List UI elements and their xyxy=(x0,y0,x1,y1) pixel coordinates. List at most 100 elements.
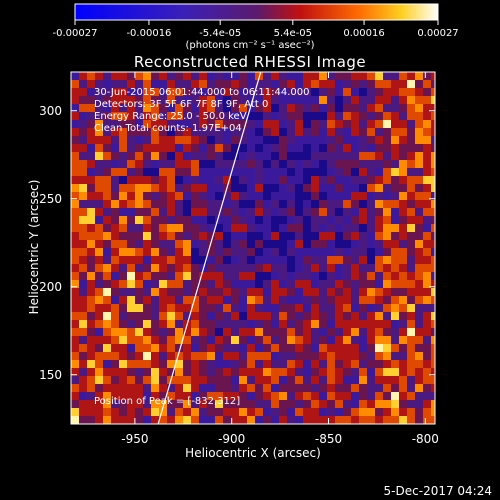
heatmap-cell xyxy=(407,128,415,136)
heatmap-cell xyxy=(143,272,151,280)
heatmap-cell xyxy=(263,104,271,112)
heatmap-cell xyxy=(95,160,103,168)
heatmap-cell xyxy=(295,144,303,152)
heatmap-cell xyxy=(231,384,239,392)
heatmap-cell xyxy=(239,336,247,344)
heatmap-cell xyxy=(159,152,167,160)
heatmap-cell xyxy=(327,232,335,240)
heatmap-cell xyxy=(111,376,119,384)
heatmap-cell xyxy=(79,80,87,88)
heatmap-cell xyxy=(311,112,319,120)
heatmap-cell xyxy=(159,288,167,296)
heatmap-cell xyxy=(351,176,359,184)
heatmap-cell xyxy=(79,248,87,256)
heatmap-cell xyxy=(319,72,327,80)
heatmap-cell xyxy=(343,320,351,328)
heatmap-cell xyxy=(207,80,215,88)
heatmap-cell xyxy=(343,384,351,392)
heatmap-cell xyxy=(327,168,335,176)
heatmap-cell xyxy=(311,320,319,328)
heatmap-cell xyxy=(343,352,351,360)
heatmap-cell xyxy=(119,216,127,224)
heatmap-cell xyxy=(175,224,183,232)
heatmap-cell xyxy=(327,208,335,216)
heatmap-cell xyxy=(407,112,415,120)
heatmap-cell xyxy=(159,168,167,176)
heatmap-cell xyxy=(199,184,207,192)
heatmap-cell xyxy=(159,280,167,288)
heatmap-cell xyxy=(303,120,311,128)
heatmap-cell xyxy=(167,104,175,112)
heatmap-cell xyxy=(87,408,95,416)
heatmap-cell xyxy=(375,384,383,392)
heatmap-cell xyxy=(151,312,159,320)
heatmap-cell xyxy=(327,288,335,296)
heatmap-cell xyxy=(327,112,335,120)
heatmap-cell xyxy=(175,256,183,264)
heatmap-cell xyxy=(407,224,415,232)
heatmap-cell xyxy=(271,280,279,288)
heatmap-cell xyxy=(319,248,327,256)
heatmap-cell xyxy=(351,344,359,352)
heatmap-cell xyxy=(391,152,399,160)
heatmap-cell xyxy=(191,120,199,128)
heatmap-cell xyxy=(263,184,271,192)
heatmap-cell xyxy=(199,96,207,104)
heatmap-cell xyxy=(175,264,183,272)
heatmap-cell xyxy=(87,128,95,136)
heatmap-cell xyxy=(263,216,271,224)
heatmap-cell xyxy=(231,280,239,288)
heatmap-cell xyxy=(279,272,287,280)
heatmap-cell xyxy=(87,168,95,176)
heatmap-cell xyxy=(415,296,423,304)
heatmap-cell xyxy=(231,312,239,320)
heatmap-cell xyxy=(263,208,271,216)
heatmap-cell xyxy=(375,240,383,248)
heatmap-cell xyxy=(359,296,367,304)
heatmap-cell xyxy=(263,160,271,168)
heatmap-cell xyxy=(87,392,95,400)
heatmap-cell xyxy=(143,384,151,392)
heatmap-cell xyxy=(223,392,231,400)
heatmap-cell xyxy=(247,240,255,248)
heatmap-cell xyxy=(407,296,415,304)
heatmap-cell xyxy=(215,80,223,88)
heatmap-cell xyxy=(375,160,383,168)
heatmap-cell xyxy=(295,200,303,208)
heatmap-cell xyxy=(111,216,119,224)
heatmap-cell xyxy=(375,104,383,112)
heatmap-cell xyxy=(375,112,383,120)
heatmap-cell xyxy=(399,240,407,248)
heatmap-cell xyxy=(407,104,415,112)
heatmap-cell xyxy=(167,184,175,192)
heatmap-cell xyxy=(143,208,151,216)
heatmap-cell xyxy=(199,216,207,224)
heatmap-cell xyxy=(143,312,151,320)
heatmap-cell xyxy=(415,256,423,264)
heatmap-cell xyxy=(111,272,119,280)
heatmap-cell xyxy=(271,120,279,128)
heatmap-cell xyxy=(407,152,415,160)
heatmap-cell xyxy=(231,232,239,240)
heatmap-cell xyxy=(167,160,175,168)
heatmap-cell xyxy=(143,120,151,128)
heatmap-cell xyxy=(191,336,199,344)
heatmap-cell xyxy=(391,232,399,240)
heatmap-cell xyxy=(71,416,79,424)
heatmap-cell xyxy=(407,192,415,200)
heatmap-cell xyxy=(143,296,151,304)
heatmap-cell xyxy=(327,416,335,424)
heatmap-cell xyxy=(119,136,127,144)
heatmap-cell xyxy=(95,376,103,384)
heatmap-cell xyxy=(431,208,435,216)
heatmap-cell xyxy=(263,344,271,352)
heatmap-cell xyxy=(327,72,335,80)
heatmap-cell xyxy=(271,216,279,224)
heatmap-cell xyxy=(103,392,111,400)
heatmap-cell xyxy=(367,256,375,264)
heatmap-cell xyxy=(399,392,407,400)
heatmap-cell xyxy=(119,152,127,160)
heatmap-cell xyxy=(327,80,335,88)
heatmap-cell xyxy=(135,128,143,136)
heatmap-cell xyxy=(167,144,175,152)
